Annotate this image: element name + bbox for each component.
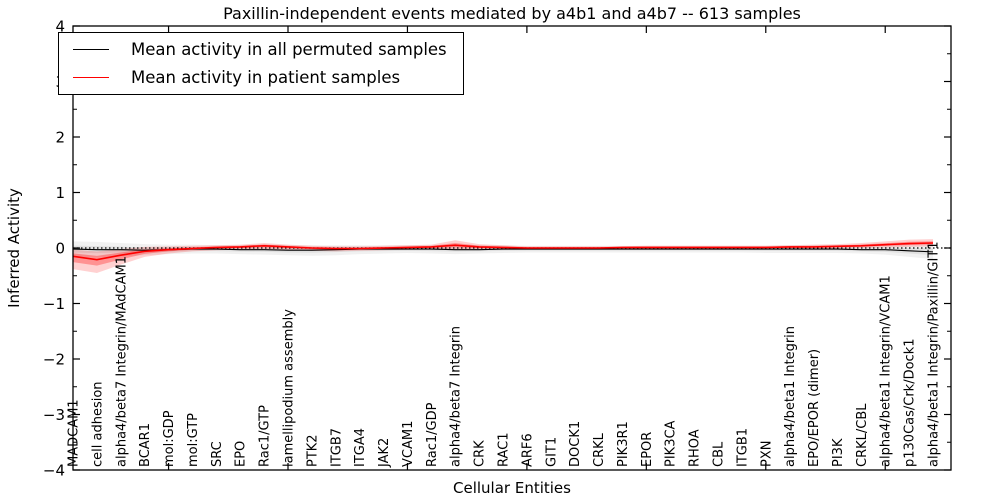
x-category-label: cell adhesion	[90, 381, 105, 467]
x-category-label: RAC1	[497, 432, 512, 467]
x-category-label: ITGB1	[735, 428, 750, 467]
x-category-label: CRKL/CBL	[855, 403, 870, 467]
x-category-label: Rac1/GTP	[258, 405, 273, 467]
y-tick-label: −3	[43, 406, 65, 424]
x-category-label: PIK3R1	[616, 421, 631, 467]
legend-entry-permuted: Mean activity in all permuted samples	[73, 40, 447, 59]
x-category-label: lamellipodium assembly	[282, 309, 297, 467]
x-category-label: mol:GDP	[162, 410, 177, 467]
x-category-label: alpha4/beta7 Integrin	[449, 326, 464, 467]
y-tick-label: 1	[55, 184, 65, 202]
x-category-label: EPO	[234, 441, 249, 467]
y-tick-label: −2	[43, 351, 65, 369]
x-category-label: JAK2	[377, 438, 392, 468]
legend-label-permuted: Mean activity in all permuted samples	[131, 40, 447, 59]
y-tick-label: 4	[55, 18, 65, 36]
x-category-label: PI3K	[831, 438, 846, 467]
permuted-mean-line	[72, 248, 934, 253]
x-category-label: CRKL	[592, 432, 607, 467]
x-category-label: alpha4/beta7 Integrin/MAdCAM1	[114, 256, 129, 467]
y-axis-label: Inferred Activity	[5, 188, 23, 308]
x-category-label: VCAM1	[401, 421, 416, 467]
x-category-label: CRK	[473, 440, 488, 467]
x-category-label: ITGA4	[353, 428, 368, 467]
patient-mean-line	[72, 242, 934, 261]
x-category-label: alpha4/beta1 Integrin/VCAM1	[879, 275, 894, 467]
x-category-label: BCAR1	[138, 423, 153, 467]
x-category-label: RHOA	[688, 429, 703, 467]
x-category-label: CBL	[712, 441, 727, 467]
legend-line-red	[73, 77, 109, 78]
x-category-label: SRC	[210, 441, 225, 467]
x-category-label: Rac1/GDP	[425, 402, 440, 467]
x-category-label: alpha4/beta1 Integrin	[783, 326, 798, 467]
band-outer-1	[73, 239, 933, 273]
x-category-label: GIT1	[544, 437, 559, 467]
x-category-label: ARF6	[520, 433, 535, 467]
x-category-label: DOCK1	[568, 421, 583, 467]
legend-entry-patient: Mean activity in patient samples	[73, 68, 447, 87]
x-category-label: MADCAM1	[67, 399, 82, 467]
x-category-label: alpha4/beta1 Integrin/Paxillin/GIT1	[927, 241, 942, 467]
x-category-label: PIK3CA	[664, 420, 679, 467]
x-category-label: p130Cas/Crk/Dock1	[903, 338, 918, 467]
y-tick-label: −1	[43, 295, 65, 313]
legend-label-patient: Mean activity in patient samples	[131, 68, 401, 87]
x-category-label: EPOR	[640, 432, 655, 467]
band-outer-0	[73, 241, 933, 260]
x-axis-label: Cellular Entities	[453, 479, 571, 497]
x-category-label: mol:GTP	[186, 413, 201, 467]
x-category-label: EPO/EPOR (dimer)	[807, 349, 822, 467]
x-category-label: PXN	[759, 441, 774, 467]
legend-line-black	[73, 49, 109, 50]
y-tick-label: −4	[43, 462, 65, 480]
x-category-label: PTK2	[305, 434, 320, 467]
y-tick-label: 2	[55, 129, 65, 147]
chart-title: Paxillin-independent events mediated by …	[223, 4, 801, 23]
legend: Mean activity in all permuted samples Me…	[58, 32, 464, 95]
x-category-label: ITGB7	[329, 428, 344, 467]
y-tick-label: 0	[55, 240, 65, 258]
